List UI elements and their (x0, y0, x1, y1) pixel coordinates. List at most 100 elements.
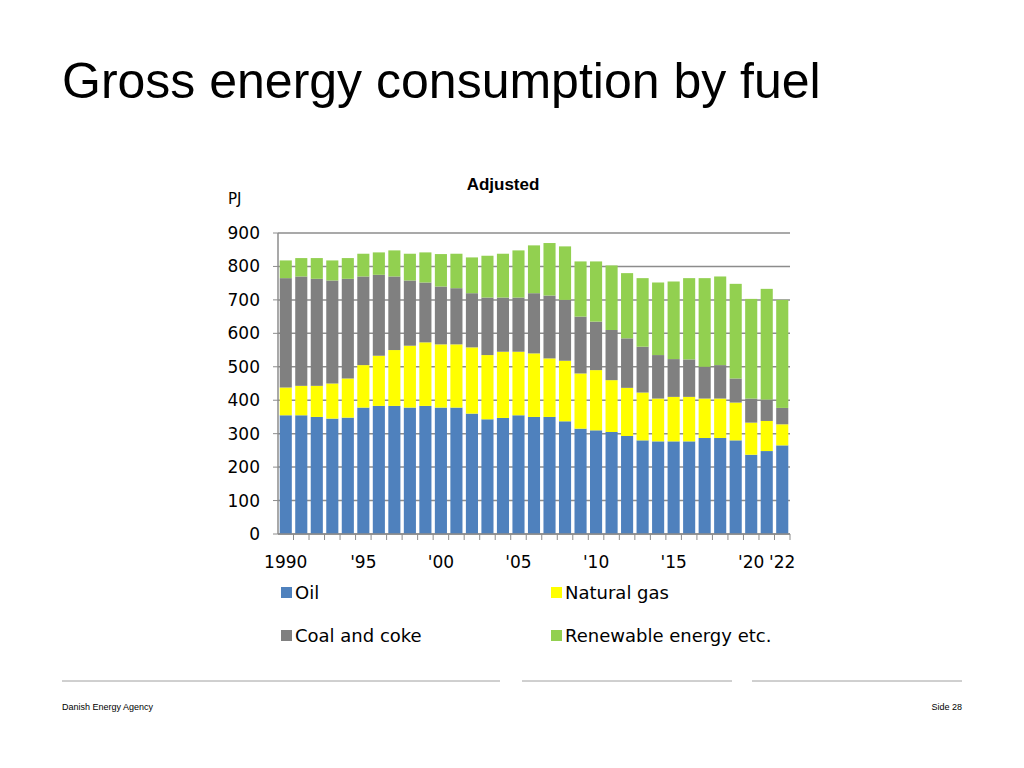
bar-segment (466, 257, 478, 293)
bar-segment (574, 429, 586, 534)
x-tick-label: '10 (583, 552, 609, 572)
y-tick-label: 200 (228, 457, 260, 477)
bar-segment (435, 344, 447, 407)
bar-segment (668, 397, 680, 441)
bar-segment (295, 386, 307, 415)
x-tick (603, 534, 604, 540)
bar-segment (606, 265, 618, 330)
x-tick (526, 534, 527, 540)
bar-segment (326, 419, 338, 534)
bar-segment (590, 322, 602, 370)
bar-segment (699, 438, 711, 534)
x-tick-label: '95 (350, 552, 376, 572)
bar-segment (326, 260, 338, 280)
bar-segment (357, 254, 369, 277)
bar-segment (699, 278, 711, 367)
legend-label: Natural gas (565, 582, 669, 603)
chart-title: Adjusted (467, 175, 540, 194)
footer-rule (522, 681, 732, 682)
bar-segment (311, 417, 323, 534)
bar-segment (280, 260, 292, 278)
x-tick-label: '15 (660, 552, 686, 572)
bar-segment (419, 252, 431, 282)
bar-segment (326, 384, 338, 419)
bar-segment (373, 406, 385, 534)
x-tick (712, 534, 713, 540)
bar-segment (606, 432, 618, 534)
bar-segment (450, 408, 462, 534)
footer-rule (62, 681, 500, 682)
bar-segment (295, 258, 307, 276)
bar-segment (404, 408, 416, 534)
bar-segment (683, 397, 695, 441)
bar-segment (342, 378, 354, 417)
bar-segment (528, 353, 540, 417)
bar-segment (280, 415, 292, 534)
x-tick (510, 534, 511, 540)
bar-segment (388, 276, 400, 350)
x-tick (557, 534, 558, 540)
bar-segment (466, 293, 478, 347)
legend-swatch (551, 587, 562, 598)
bar-segment (388, 350, 400, 406)
bar-segment (745, 455, 757, 534)
bar-segment (342, 279, 354, 379)
bar-segment (606, 380, 618, 432)
bar-segment (419, 342, 431, 406)
x-tick (650, 534, 651, 540)
bar-segment (280, 388, 292, 416)
bar-segment (761, 421, 773, 451)
bar-segment (357, 408, 369, 534)
x-tick (371, 534, 372, 540)
bar-segment (404, 280, 416, 345)
x-tick (448, 534, 449, 540)
bar-segment (714, 365, 726, 398)
bar-segment (637, 393, 649, 441)
bar-segment (373, 356, 385, 406)
grid-line (278, 232, 790, 234)
y-tick-label: 400 (228, 390, 260, 410)
x-tick (402, 534, 403, 540)
bar-segment (652, 441, 664, 534)
bar-segment (683, 278, 695, 359)
bar-segment (326, 280, 338, 383)
page: Gross energy consumption by fuelAdjusted… (0, 0, 1024, 768)
x-tick (790, 534, 791, 540)
x-tick (588, 534, 589, 540)
bar-segment (621, 436, 633, 534)
bar-segment (683, 359, 695, 396)
x-tick (619, 534, 620, 540)
bar-segment (559, 361, 571, 422)
bar-segment (388, 406, 400, 534)
bar-segment (419, 282, 431, 342)
bar-segment (435, 254, 447, 286)
bar-segment (466, 347, 478, 413)
x-tick-label: '05 (505, 552, 531, 572)
bar-segment (730, 378, 742, 402)
bar-segment (295, 276, 307, 385)
bar-segment (543, 243, 555, 296)
x-tick (340, 534, 341, 540)
bar-segment (342, 418, 354, 534)
bar-segment (528, 417, 540, 534)
legend-label: Oil (295, 582, 319, 603)
bar-segment (342, 258, 354, 279)
x-tick-label: '22 (769, 552, 795, 572)
bar-segment (745, 299, 757, 399)
bar-segment (590, 430, 602, 534)
legend-swatch (281, 630, 292, 641)
bar-segment (590, 370, 602, 430)
x-tick (464, 534, 465, 540)
bar-segment (621, 388, 633, 436)
x-tick (479, 534, 480, 540)
bar-segment (373, 252, 385, 274)
bar-segment (559, 300, 571, 361)
bar-segment (668, 359, 680, 397)
bar-segment (435, 287, 447, 345)
bar-segment (714, 399, 726, 438)
bar-segment (404, 254, 416, 281)
bar-segment (776, 300, 788, 408)
bar-segment (559, 421, 571, 534)
bar-segment (373, 275, 385, 356)
bar-segment (621, 338, 633, 387)
